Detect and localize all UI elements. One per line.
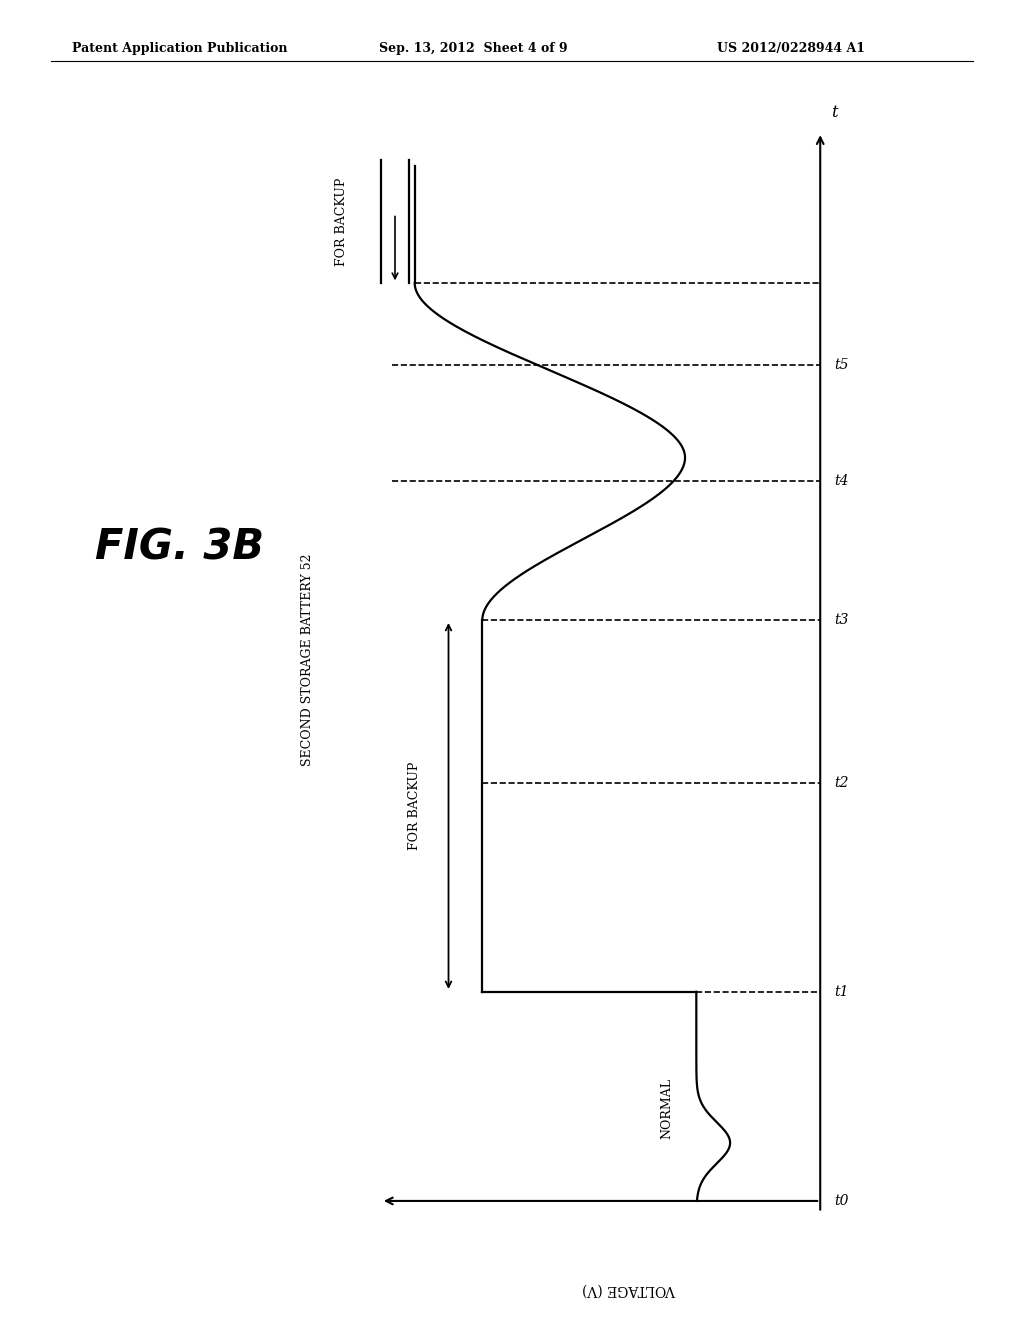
Text: t4: t4: [835, 474, 849, 488]
Text: t5: t5: [835, 358, 849, 372]
Text: Patent Application Publication: Patent Application Publication: [72, 42, 287, 55]
Text: VOLTAGE (V): VOLTAGE (V): [582, 1282, 676, 1296]
Text: Sep. 13, 2012  Sheet 4 of 9: Sep. 13, 2012 Sheet 4 of 9: [379, 42, 567, 55]
Text: t3: t3: [835, 612, 849, 627]
Text: SECOND STORAGE BATTERY 52: SECOND STORAGE BATTERY 52: [301, 554, 313, 766]
Text: t2: t2: [835, 776, 849, 789]
Text: t1: t1: [835, 985, 849, 999]
Text: NORMAL: NORMAL: [660, 1077, 674, 1139]
Text: t0: t0: [835, 1193, 849, 1208]
Text: FOR BACKUP: FOR BACKUP: [335, 177, 348, 265]
Text: FIG. 3B: FIG. 3B: [94, 527, 264, 569]
Text: FOR BACKUP: FOR BACKUP: [409, 762, 421, 850]
Text: t: t: [831, 104, 838, 120]
Text: US 2012/0228944 A1: US 2012/0228944 A1: [717, 42, 865, 55]
